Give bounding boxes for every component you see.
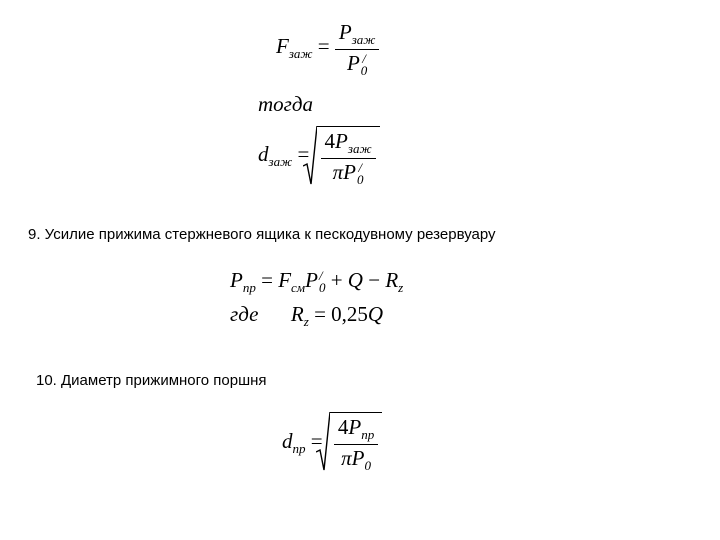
eq3a-lhs-var: P: [230, 268, 243, 292]
eq4-num-coeff: 4: [338, 415, 349, 439]
eq4-den-sub: 0: [364, 458, 371, 473]
equation-4: dпр = 4Pпр πP0: [282, 412, 382, 474]
eq4-den-var: P: [352, 446, 365, 470]
equation-1: Fзаж = Pзаж P/0: [276, 20, 379, 76]
eq2-num-var: P: [335, 129, 348, 153]
eq4-num-var: P: [348, 415, 361, 439]
eq2-den-sub: 0: [357, 174, 364, 186]
eq4-num-sub: пр: [361, 427, 374, 442]
eq3b-equals: =: [314, 302, 331, 326]
eq4-radical: 4Pпр πP0: [330, 412, 382, 474]
eq3a-t2-var: P: [305, 268, 318, 292]
eq2-lhs-sub: заж: [269, 154, 293, 169]
eq1-equals: =: [318, 34, 335, 58]
eq3b-where: где: [230, 302, 258, 326]
radical-icon: [303, 126, 317, 186]
eq2-num-coeff: 4: [325, 129, 336, 153]
eq1-num-var: P: [339, 20, 352, 44]
eq3a-q: Q: [348, 268, 363, 292]
eq2-den-pi: π: [333, 160, 344, 184]
equation-3a: Pпр = FсмP/0 + Q − Rz: [230, 268, 403, 296]
eq3a-t1-var: F: [278, 268, 291, 292]
eq3a-minus: −: [368, 268, 385, 292]
eq1-lhs-sub: заж: [289, 46, 313, 61]
equation-3b: где Rz = 0,25Q: [230, 302, 383, 330]
eq3b-lhs-var: R: [291, 302, 304, 326]
radical-icon: [316, 412, 330, 472]
eq1-den-sub: 0: [361, 65, 368, 77]
connector-then: тогда: [258, 92, 313, 117]
eq2-num-sub: заж: [348, 141, 372, 156]
eq3b-q: Q: [368, 302, 383, 326]
eq3a-t2-sub: 0: [319, 282, 326, 294]
eq3a-plus: +: [331, 268, 348, 292]
eq4-lhs-sub: пр: [293, 441, 306, 456]
equation-2: dзаж = 4Pзаж πP/0: [258, 126, 380, 185]
eq2-radical: 4Pзаж πP/0: [317, 126, 380, 185]
page: Fзаж = Pзаж P/0 тогда dзаж =: [0, 0, 720, 540]
eq3a-equals: =: [261, 268, 278, 292]
heading-9: 9. Усилие прижима стержневого ящика к пе…: [28, 226, 496, 243]
eq3a-lhs-sub: пр: [243, 280, 256, 295]
eq3a-rz-var: R: [385, 268, 398, 292]
eq3a-t1-sub: см: [291, 280, 305, 295]
eq3b-coeff: 0,25: [331, 302, 368, 326]
eq1-num-sub: заж: [352, 32, 376, 47]
heading-10: 10. Диаметр прижимного поршня: [36, 372, 267, 389]
eq4-lhs-var: d: [282, 429, 293, 453]
eq3a-rz-sub: z: [398, 280, 403, 295]
eq2-lhs-var: d: [258, 142, 269, 166]
eq1-den-var: P: [347, 51, 360, 75]
eq1-fraction: Pзаж P/0: [335, 20, 380, 76]
eq4-den-pi: π: [341, 446, 352, 470]
eq1-lhs-var: F: [276, 34, 289, 58]
eq2-den-var: P: [343, 160, 356, 184]
eq3b-lhs-sub: z: [304, 314, 309, 329]
